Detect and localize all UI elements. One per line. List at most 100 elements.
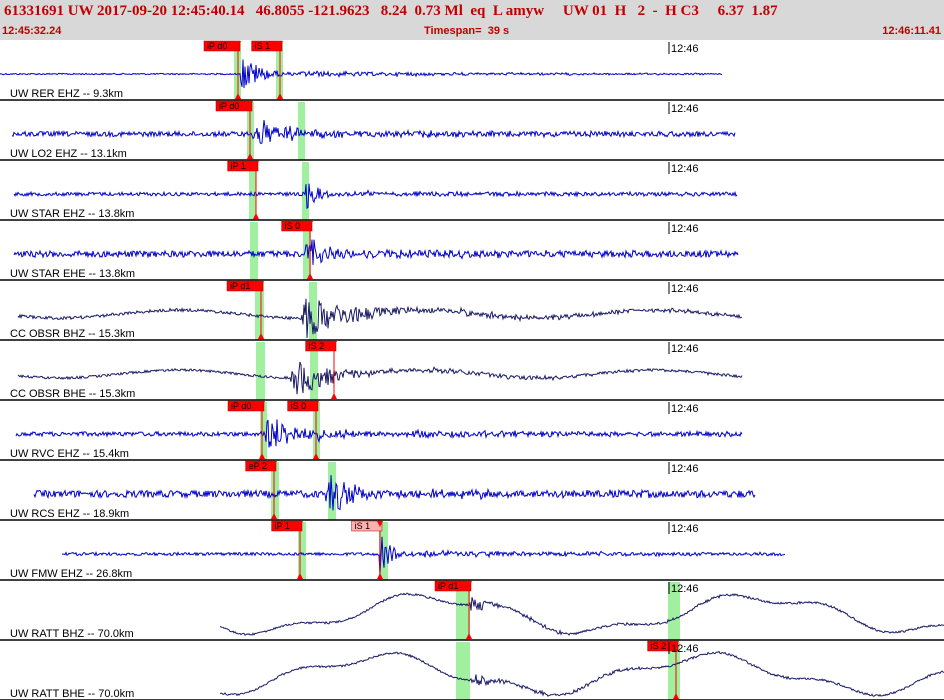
phase-pick-marker[interactable]: iP d0	[203, 40, 241, 99]
pick-arrow-top	[377, 521, 383, 527]
pick-label-box	[227, 400, 265, 412]
phase-pick-marker[interactable]: iP d1	[434, 580, 472, 639]
pick-label: iP d0	[207, 41, 227, 51]
pick-window	[255, 282, 264, 340]
station-label: CC OBSR BHZ -- 15.3km	[10, 328, 135, 340]
phase-pick-marker[interactable]: iS 1	[251, 40, 283, 99]
pick-window	[256, 342, 265, 400]
phase-pick-marker[interactable]: iP 1	[271, 520, 303, 579]
phase-pick-marker[interactable]: iS 2	[305, 340, 337, 399]
waveform	[61, 536, 786, 575]
trace-row[interactable]: eP 2 12:46 UW RCS EHZ -- 18.9km	[0, 460, 944, 521]
end-time: 12:46:11.41	[882, 25, 941, 37]
trace-row[interactable]: iP d0 iS 0 12:46 UW RVC EHZ -- 15.4km	[0, 400, 944, 461]
minute-label: 12:46	[671, 403, 699, 415]
pick-arrow-bottom	[277, 93, 283, 99]
pick-label-box	[351, 520, 383, 532]
trace-row[interactable]: iP 1 12:46 UW STAR EHZ -- 13.8km	[0, 160, 944, 221]
pick-label-box	[287, 400, 319, 412]
minute-label: 12:46	[671, 283, 699, 295]
pick-arrow-top	[331, 341, 337, 347]
phase-pick-marker[interactable]: iP d0	[227, 400, 265, 459]
pick-window	[260, 402, 267, 460]
waveform	[17, 298, 743, 339]
pick-arrow-top	[313, 401, 319, 407]
pick-label: iS 2	[651, 641, 667, 651]
pick-label-box	[245, 460, 277, 472]
minute-label: 12:46	[671, 463, 699, 475]
pick-arrow-bottom	[466, 633, 472, 639]
waveform	[33, 475, 756, 511]
trace-row[interactable]: iP 1 iS 1 12:46 UW FMW EHZ -- 26.8km	[0, 520, 944, 581]
pick-arrow-bottom	[331, 393, 337, 399]
pick-label: iS 0	[291, 401, 307, 411]
pick-arrow-top	[247, 101, 253, 107]
station-label: UW RER EHZ -- 9.3km	[10, 88, 123, 100]
pick-arrow-top	[277, 41, 283, 47]
pick-label: iP d1	[438, 581, 458, 591]
pick-arrow-top	[673, 641, 679, 647]
trace-row[interactable]: iP d1 12:46 CC OBSR BHZ -- 15.3km	[0, 280, 944, 341]
pick-arrow-top	[271, 461, 277, 467]
pick-window	[249, 162, 256, 220]
trace-row[interactable]: iS 0 12:46 UW STAR EHE -- 13.8km	[0, 220, 944, 281]
trace-row[interactable]: iP d1 12:46 UW RATT BHZ -- 70.0km	[0, 580, 944, 641]
pick-arrow-bottom	[259, 453, 265, 459]
waveform	[219, 592, 944, 636]
station-label: UW RATT BHZ -- 70.0km	[10, 628, 134, 640]
pick-label-box	[281, 220, 313, 232]
waveform	[11, 120, 736, 145]
phase-pick-marker[interactable]: eP 2	[245, 460, 277, 519]
minute-label: 12:46	[671, 43, 699, 55]
pick-label: iS 1	[355, 521, 371, 531]
pick-arrow-top	[259, 401, 265, 407]
phase-pick-marker[interactable]: iP d0	[215, 100, 253, 159]
phase-pick-marker[interactable]: iS 0	[281, 220, 313, 279]
phase-pick-marker[interactable]: iS 2	[647, 640, 679, 699]
pick-arrow-top	[235, 41, 241, 47]
minute-label: 12:46	[671, 343, 699, 355]
station-label: CC OBSR BHE -- 15.3km	[10, 388, 135, 400]
timespan: Timespan= 39 s	[424, 25, 509, 37]
phase-pick-marker[interactable]: iP 1	[227, 160, 259, 219]
phase-pick-marker[interactable]: iS 0	[287, 400, 319, 459]
pick-label-box	[226, 280, 264, 292]
trace-row[interactable]: iS 2 12:46 CC OBSR BHE -- 15.3km	[0, 340, 944, 401]
trace-row[interactable]: iP d0 iS 1 12:46 UW RER EHZ -- 9.3km	[0, 40, 944, 101]
pick-window	[298, 522, 306, 580]
pick-arrow-bottom	[258, 333, 264, 339]
phase-pick-marker[interactable]: iS 1	[351, 520, 383, 579]
waveform	[219, 650, 944, 697]
pick-arrow-bottom	[271, 513, 277, 519]
station-label: UW RCS EHZ -- 18.9km	[10, 508, 129, 520]
pick-label-box	[434, 580, 472, 592]
minute-label: 12:46	[671, 583, 699, 595]
minute-label: 12:46	[671, 223, 699, 235]
trace-row[interactable]: iP d0 12:46 UW LO2 EHZ -- 13.1km	[0, 100, 944, 161]
pick-label: iP 1	[231, 161, 246, 171]
timespan-value: 39 s	[487, 25, 510, 37]
trace-row[interactable]: iS 2 12:46 UW RATT BHE -- 70.0km	[0, 640, 944, 700]
pick-arrow-bottom	[307, 273, 313, 279]
timespan-label: Timespan=	[424, 25, 482, 37]
phase-pick-marker[interactable]: iP d1	[226, 280, 264, 339]
pick-arrow-top	[297, 521, 303, 527]
pick-window	[250, 222, 258, 280]
minute-label: 12:46	[671, 643, 699, 655]
minute-label: 12:46	[671, 163, 699, 175]
pick-label-box	[271, 520, 303, 532]
pick-label: iP d0	[231, 401, 251, 411]
pick-label-box	[203, 40, 241, 52]
pick-label-box	[647, 640, 679, 652]
pick-label: eP 2	[249, 461, 267, 471]
minute-label: 12:46	[671, 103, 699, 115]
event-title: 61331691 UW 2017-09-20 12:45:40.14 46.80…	[4, 3, 778, 19]
pick-window	[668, 642, 680, 700]
waveform	[13, 239, 739, 265]
station-label: UW STAR EHE -- 13.8km	[10, 268, 135, 280]
pick-label-box	[227, 160, 259, 172]
station-label: UW LO2 EHZ -- 13.1km	[10, 148, 127, 160]
pick-label: iP d0	[219, 101, 239, 111]
pick-label: iP d1	[230, 281, 250, 291]
pick-label: iP 1	[275, 521, 290, 531]
